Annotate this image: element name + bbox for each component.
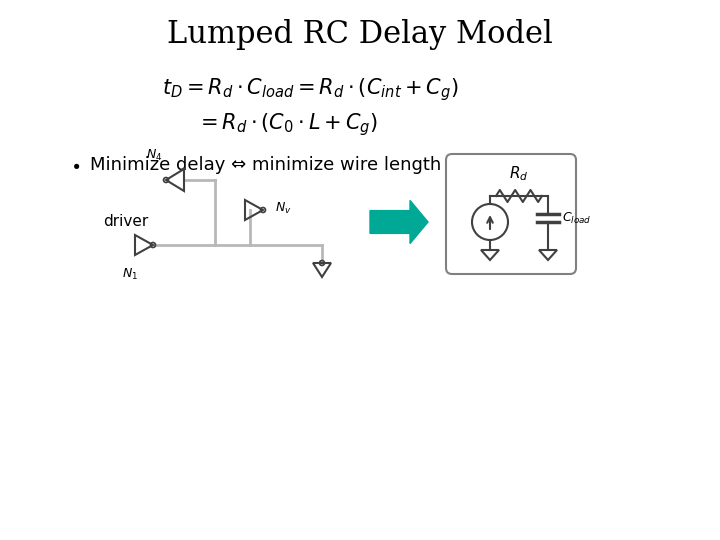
Text: driver: driver (104, 214, 148, 229)
Text: $N_v$: $N_v$ (275, 200, 292, 215)
Text: Lumped RC Delay Model: Lumped RC Delay Model (167, 19, 553, 51)
FancyBboxPatch shape (446, 154, 576, 274)
Text: $t_D = R_d \cdot C_{load} = R_d \cdot (C_{int} + C_g)$: $t_D = R_d \cdot C_{load} = R_d \cdot (C… (161, 77, 459, 103)
Text: $R_d$: $R_d$ (509, 164, 528, 183)
Text: $N_4$: $N_4$ (146, 148, 162, 163)
Text: $\bullet$: $\bullet$ (70, 156, 80, 174)
Text: $N_1$: $N_1$ (122, 267, 138, 282)
Text: $= R_d \cdot (C_0 \cdot L + C_g)$: $= R_d \cdot (C_0 \cdot L + C_g)$ (196, 112, 378, 138)
Text: Minimize delay ⇔ minimize wire length: Minimize delay ⇔ minimize wire length (90, 156, 441, 174)
Polygon shape (370, 200, 428, 244)
Text: $C_{load}$: $C_{load}$ (562, 211, 591, 226)
